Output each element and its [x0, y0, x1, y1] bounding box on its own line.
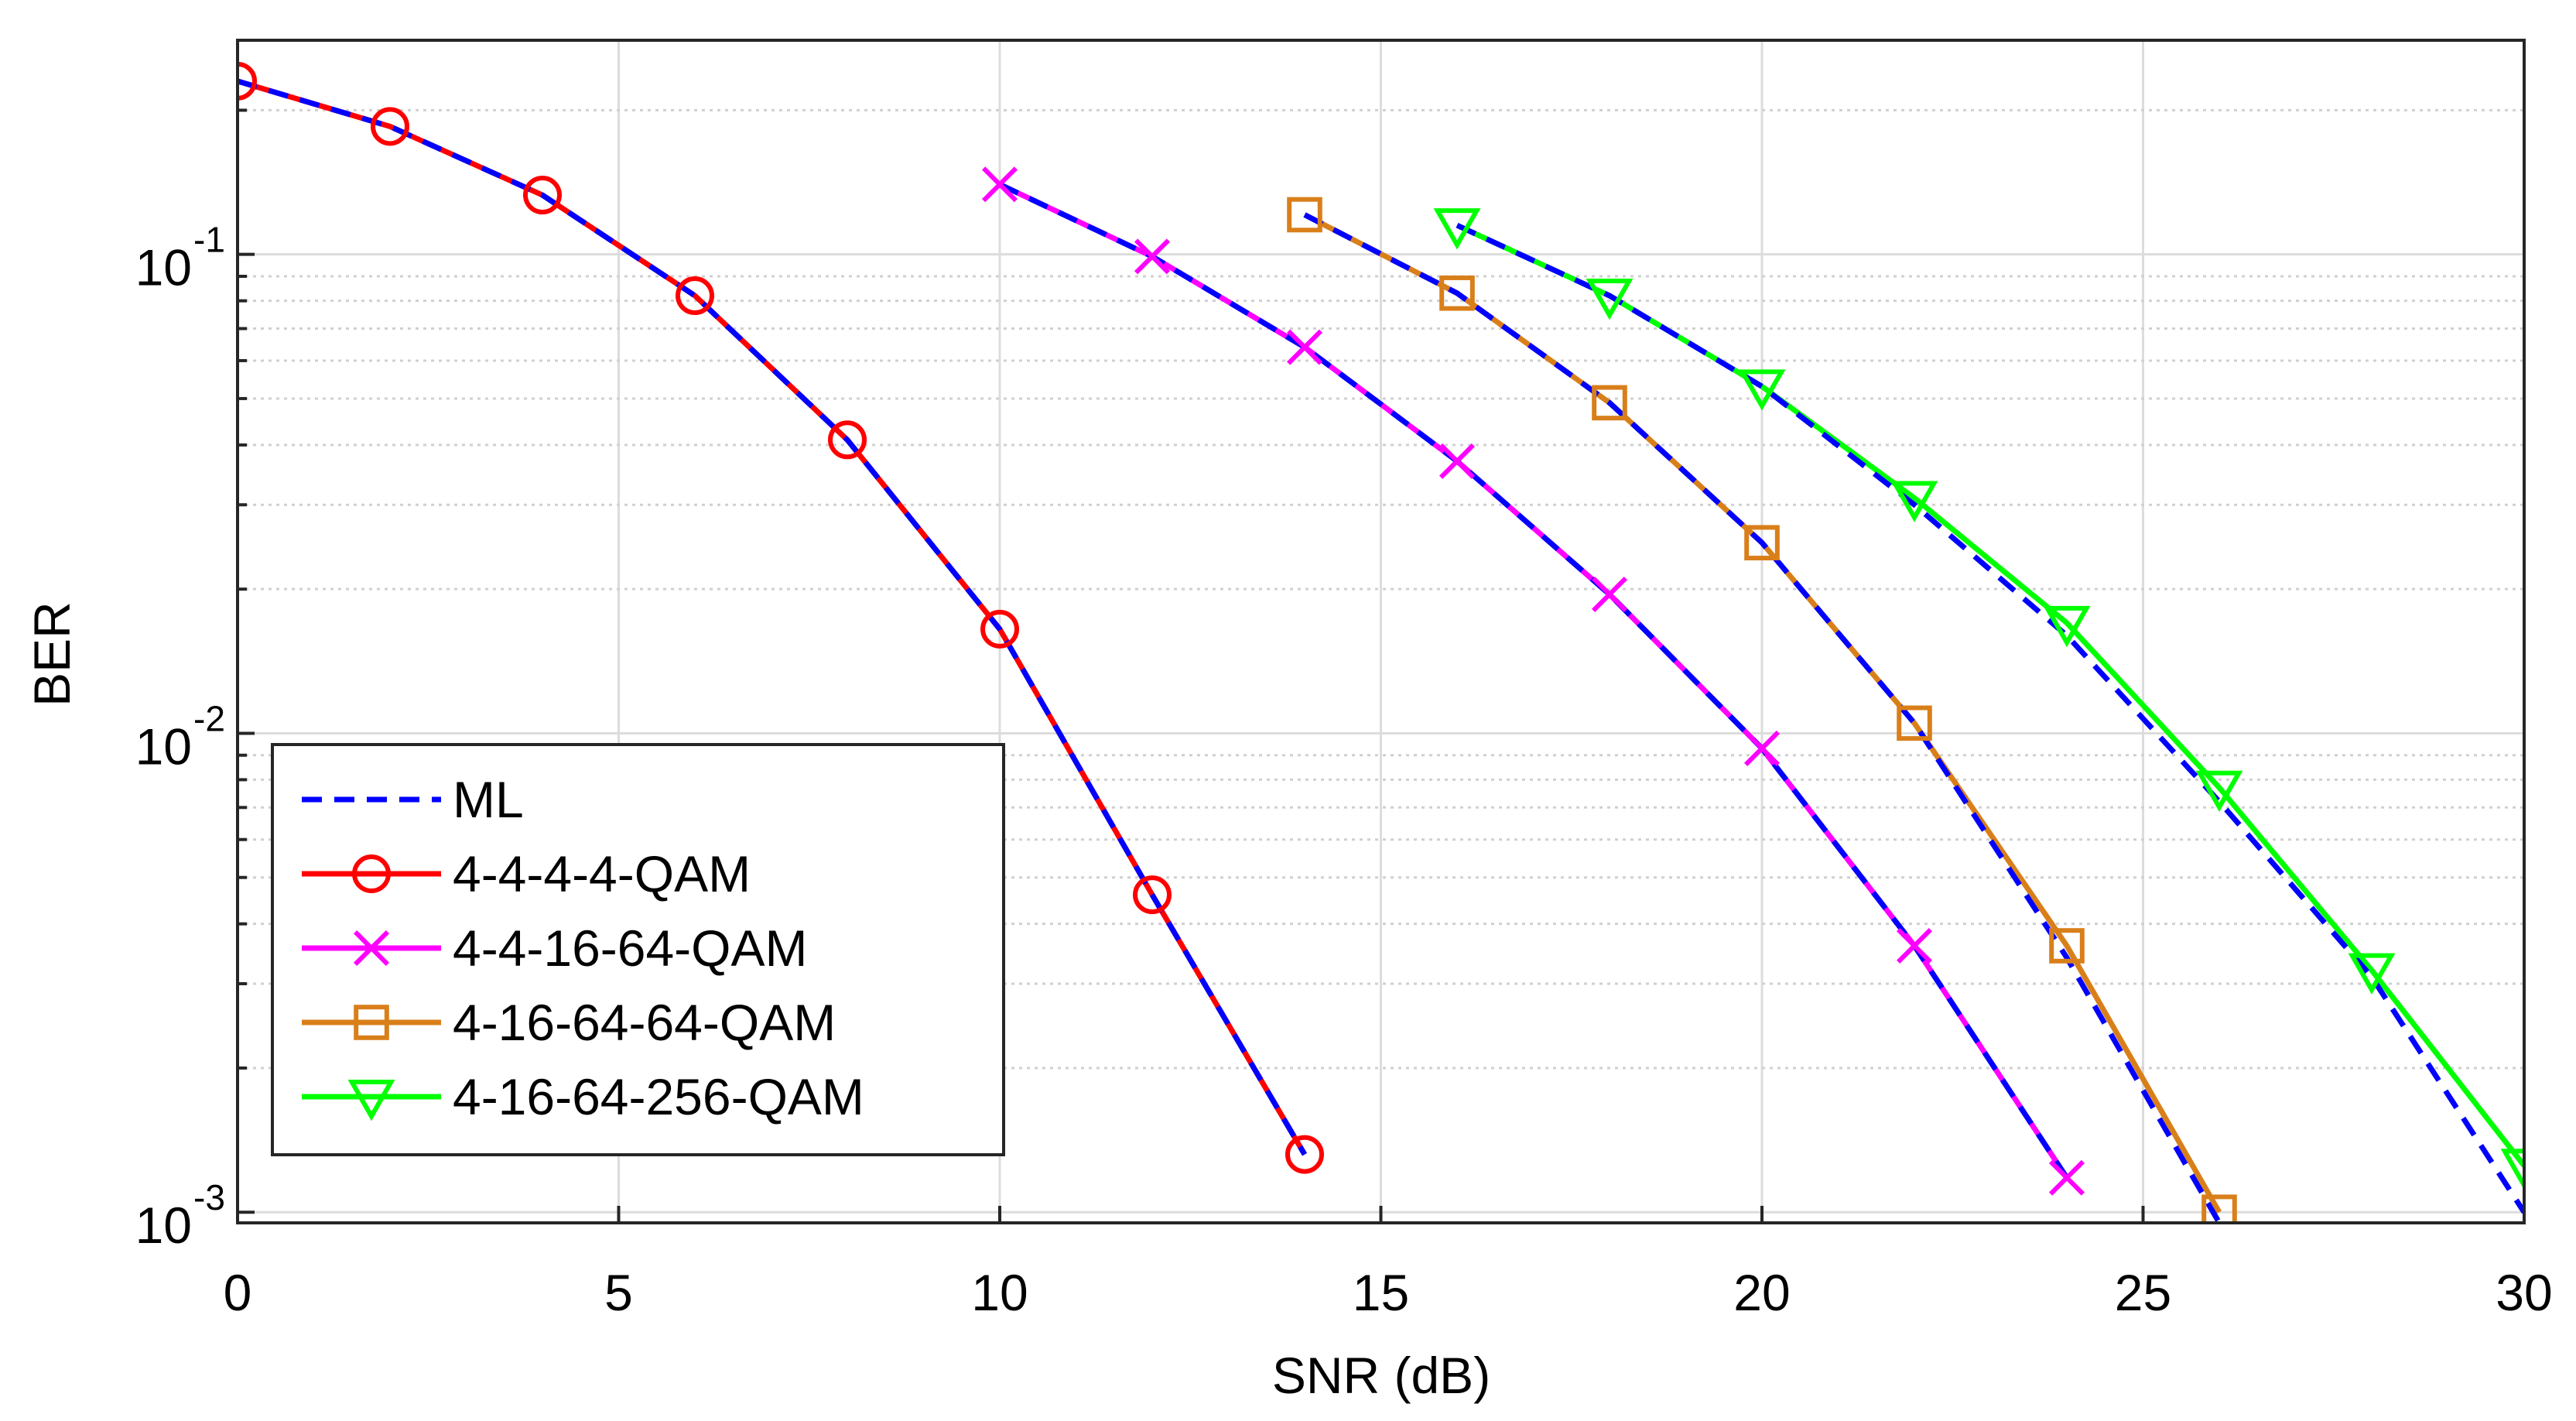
- legend-item: ML: [302, 771, 524, 828]
- data-point-marker: [2201, 1194, 2237, 1223]
- y-axis-label: BER: [23, 601, 80, 707]
- legend-item: 4-4-16-64-QAM: [302, 919, 808, 977]
- data-point-marker: [981, 166, 1018, 203]
- data-point-marker: [523, 176, 562, 215]
- data-point-marker: [1743, 730, 1781, 766]
- legend-item: 4-16-64-256-QAM: [302, 1068, 864, 1125]
- data-point-marker: [1439, 443, 1476, 479]
- data-point-marker: [1287, 197, 1322, 233]
- legend-label: ML: [453, 771, 524, 828]
- data-point-marker: [1133, 875, 1172, 915]
- x-tick-label: 30: [2496, 1264, 2552, 1321]
- legend-marker: [352, 854, 391, 893]
- data-point-marker: [1433, 208, 1481, 250]
- data-point-marker: [1134, 238, 1171, 275]
- x-tick-label: 20: [1733, 1264, 1790, 1321]
- x-tick-label: 0: [224, 1264, 252, 1321]
- data-point-marker: [1890, 481, 1938, 522]
- data-point-marker: [238, 61, 257, 101]
- y-tick-label-base: 10: [135, 239, 192, 296]
- y-tick-label-exponent: -1: [193, 220, 225, 260]
- y-tick-label-exponent: -3: [193, 1177, 225, 1217]
- data-point-marker: [1738, 369, 1786, 411]
- series-4-4-4-4-QAM: [238, 61, 1324, 1174]
- data-point-marker: [2195, 770, 2243, 813]
- ml-reference-line: [1303, 212, 2222, 1223]
- data-point-marker: [980, 609, 1019, 649]
- data-point-marker: [1591, 576, 1628, 613]
- legend: ML 4-4-4-4-QAM 4-4-16-64-QAM 4-16-64-64-QAM…: [271, 743, 1005, 1156]
- series-4-16-64-256-QAM: [1433, 208, 2524, 1214]
- series-4-16-64-64-QAM: [1287, 197, 2237, 1223]
- data-point-marker: [2049, 928, 2085, 964]
- data-point-marker: [1896, 927, 1933, 964]
- y-tick-label-base: 10: [135, 717, 192, 775]
- ml-reference-line: [998, 182, 2069, 1180]
- data-point-marker: [2500, 1149, 2524, 1190]
- legend-marker: [353, 930, 390, 967]
- data-point-marker: [1439, 275, 1475, 311]
- legend-item: 4-4-4-4-QAM: [302, 845, 751, 902]
- series-4-4-16-64-QAM: [981, 166, 2085, 1196]
- x-axis-label: SNR (dB): [1272, 1347, 1490, 1404]
- y-tick-label-base: 10: [135, 1197, 192, 1254]
- data-point-marker: [1286, 329, 1323, 365]
- legend-label: 4-16-64-256-QAM: [453, 1068, 864, 1125]
- data-point-marker: [2043, 605, 2091, 648]
- data-point-marker: [676, 276, 714, 316]
- data-point-marker: [828, 420, 867, 460]
- ml-reference-line: [238, 78, 1308, 1156]
- x-tick-label: 10: [971, 1264, 1028, 1321]
- legend-label: 4-4-16-64-QAM: [453, 919, 808, 977]
- data-point-marker: [2348, 953, 2396, 995]
- legend-label: 4-4-4-4-QAM: [453, 845, 751, 902]
- x-tick-label: 25: [2115, 1264, 2171, 1321]
- ml-reference-line: [1456, 222, 2524, 1214]
- data-point-marker: [1285, 1135, 1324, 1174]
- data-point-marker: [1744, 525, 1780, 561]
- legend-marker: [347, 1080, 395, 1121]
- x-tick-label: 5: [604, 1264, 633, 1321]
- legend-item: 4-16-64-64-QAM: [302, 994, 836, 1051]
- data-point-marker: [1897, 705, 1932, 741]
- data-point-marker: [1592, 385, 1627, 421]
- data-series: [238, 61, 2524, 1223]
- data-point-marker: [2048, 1159, 2085, 1196]
- y-tick-label-exponent: -2: [193, 698, 225, 738]
- legend-label: 4-16-64-64-QAM: [453, 994, 836, 1051]
- x-tick-label: 15: [1353, 1264, 1409, 1321]
- data-point-marker: [371, 107, 409, 146]
- data-point-marker: [1586, 279, 1634, 320]
- legend-marker: [354, 1005, 389, 1040]
